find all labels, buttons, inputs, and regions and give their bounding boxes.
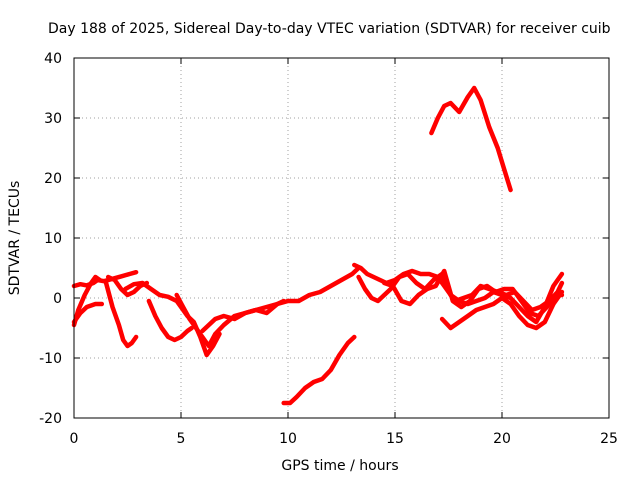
y-tick-label: 0: [53, 291, 62, 307]
x-tick-label: 25: [600, 431, 618, 447]
y-axis-label: SDTVAR / TECUs: [7, 181, 23, 296]
series-arc-7: [146, 298, 194, 343]
x-tick-label: 0: [70, 431, 79, 447]
y-tick-label: 10: [44, 231, 62, 247]
ticks: [73, 57, 610, 419]
series-arc-15: [429, 85, 513, 193]
series-arc-9: [200, 265, 361, 334]
series-arc-10: [281, 334, 357, 406]
series-arc-3: [71, 301, 105, 325]
grid: [74, 58, 609, 418]
y-tick-label: 30: [44, 111, 62, 127]
y-tick-labels: -20 -10 0 10 20 30 40: [39, 51, 62, 427]
y-tick-label: -10: [39, 351, 62, 367]
series-arc-12: [356, 271, 565, 325]
x-tick-label: 5: [177, 431, 186, 447]
y-tick-label: -20: [39, 411, 62, 427]
x-tick-label: 10: [279, 431, 297, 447]
series-arc-2: [71, 274, 102, 328]
series-arc-5: [105, 274, 150, 298]
y-tick-label: 20: [44, 171, 62, 187]
series-arc-6: [123, 280, 222, 358]
series-arc-4: [103, 280, 139, 349]
series-arc-8: [174, 292, 286, 349]
x-tick-label: 20: [493, 431, 511, 447]
x-tick-label: 15: [386, 431, 404, 447]
series-group: [71, 85, 565, 406]
chart-title: Day 188 of 2025, Sidereal Day-to-day VTE…: [48, 21, 611, 37]
series-arc-14: [439, 289, 565, 331]
x-axis-label: GPS time / hours: [281, 458, 398, 474]
series-arc-13: [382, 268, 565, 319]
x-tick-labels: 0 5 10 15 20 25: [70, 431, 618, 447]
y-tick-label: 40: [44, 51, 62, 67]
